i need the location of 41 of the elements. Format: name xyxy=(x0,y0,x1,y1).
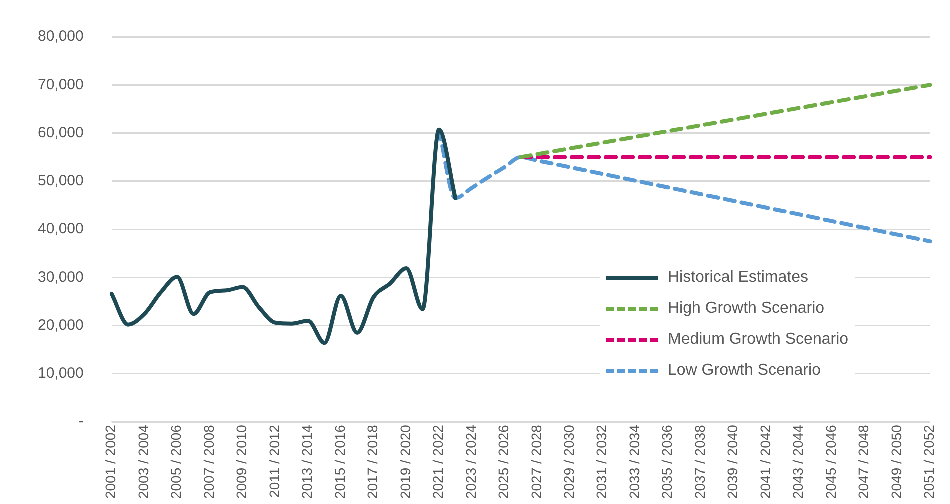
x-tick-label: 2029 / 2030 xyxy=(561,424,577,500)
y-tick-label: 40,000 xyxy=(38,220,84,238)
legend-label: Low Growth Scenario xyxy=(668,362,821,380)
legend-label: Medium Growth Scenario xyxy=(668,330,849,348)
legend-label: High Growth Scenario xyxy=(668,300,825,318)
line-series xyxy=(519,83,932,160)
x-tick-label: 2015 / 2016 xyxy=(332,424,348,500)
x-tick-label: 2023 / 2024 xyxy=(462,424,479,500)
x-tick-label: 2005 / 2006 xyxy=(168,424,184,500)
x-tick-label: 2041 / 2042 xyxy=(757,424,774,500)
y-tick-label: 70,000 xyxy=(38,76,84,94)
y-tick-label: 10,000 xyxy=(38,365,84,382)
y-tick-label: 30,000 xyxy=(38,268,84,286)
x-tick-label: 2001 / 2002 xyxy=(102,424,119,500)
legend-label: Historical Estimates xyxy=(668,268,808,286)
x-tick-label: 2009 / 2010 xyxy=(234,424,250,500)
x-tick-label: 2037 / 2038 xyxy=(692,424,708,500)
x-tick-label: 2049 / 2050 xyxy=(888,424,904,500)
x-tick-label: 2035 / 2036 xyxy=(659,424,676,500)
y-tick-label: - xyxy=(78,413,84,430)
x-tick-label: 2025 / 2026 xyxy=(496,424,512,500)
x-tick-label: 2021 / 2022 xyxy=(430,424,446,500)
x-tick-label: 2047 / 2048 xyxy=(856,424,872,500)
x-tick-label: 2045 / 2046 xyxy=(822,424,839,500)
y-tick-label: 20,000 xyxy=(38,316,84,334)
y-tick-label: 50,000 xyxy=(38,172,84,190)
x-tick-label: 2019 / 2020 xyxy=(397,424,414,500)
x-tick-label: 2051 / 2052 xyxy=(921,424,938,500)
x-tick-label: 2007 / 2008 xyxy=(200,424,217,500)
y-tick-label: 80,000 xyxy=(38,28,84,46)
x-tick-label: 2039 / 2040 xyxy=(724,424,741,500)
x-tick-label: 2003 / 2004 xyxy=(135,424,152,500)
x-tick-label: 2043 / 2044 xyxy=(790,424,806,500)
x-tick-label: 2027 / 2028 xyxy=(528,424,544,500)
x-tick-label: 2011 / 2012 xyxy=(266,424,282,498)
x-tick-label: 2031 / 2032 xyxy=(594,424,610,500)
x-tick-label: 2013 / 2014 xyxy=(299,424,316,500)
x-tick-label: 2017 / 2018 xyxy=(364,424,381,500)
line-series xyxy=(110,128,458,346)
y-tick-label: 60,000 xyxy=(38,124,84,142)
x-tick-label: 2033 / 2034 xyxy=(626,424,642,500)
